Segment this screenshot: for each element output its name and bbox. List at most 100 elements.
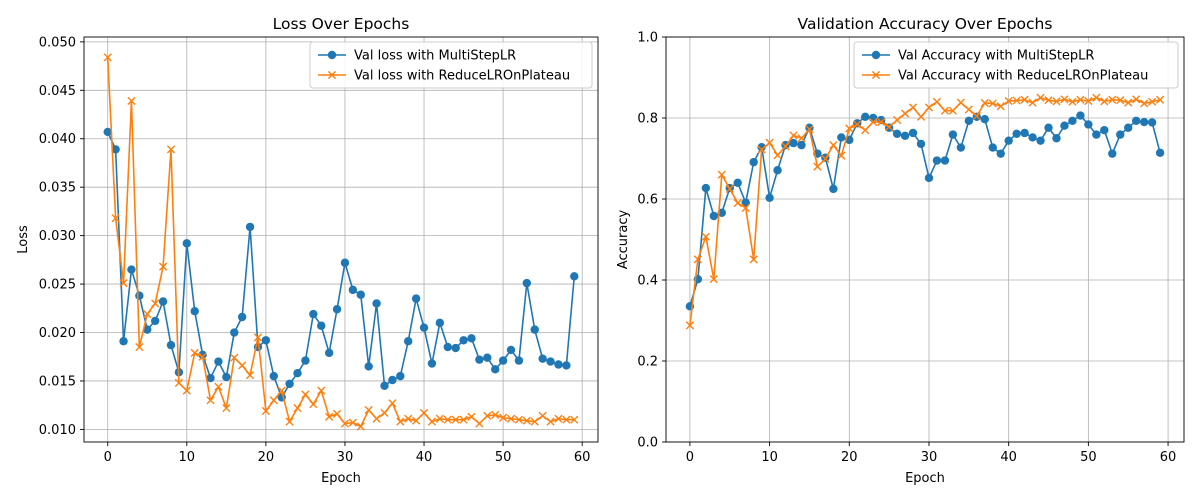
loss-data-point — [317, 386, 326, 395]
accuracy-data-point — [908, 103, 918, 112]
accuracy-data-point — [996, 102, 1005, 111]
loss-data-point — [443, 415, 452, 424]
accuracy-data-point — [964, 105, 973, 114]
accuracy-data-point — [725, 184, 734, 193]
accuracy-data-point — [964, 116, 974, 126]
loss-data-point — [546, 357, 555, 366]
accuracy-data-point — [765, 193, 774, 202]
loss-data-point — [491, 365, 500, 374]
accuracy-data-point — [837, 133, 846, 142]
accuracy-data-point — [1020, 128, 1029, 138]
accuracy-data-point — [1028, 98, 1037, 107]
loss-data-point — [562, 415, 571, 424]
accuracy-data-point — [765, 138, 774, 147]
loss-data-point — [364, 405, 373, 415]
loss-data-point — [332, 409, 342, 418]
loss-data-point — [411, 294, 421, 303]
loss-data-point — [388, 399, 397, 408]
accuracy-data-point — [701, 232, 710, 241]
loss-data-point — [222, 403, 231, 413]
loss-y-tick-label: 0.025 — [39, 278, 76, 293]
loss-y-tick-label: 0.010 — [39, 423, 76, 438]
loss-data-point — [309, 309, 318, 319]
accuracy-data-point — [845, 124, 854, 133]
loss-data-point — [285, 379, 294, 389]
loss-data-point — [475, 355, 484, 364]
loss-chart: 0 10 20 30 40 50 60 0.010 0.015 0.020 0.025 0.030 0.… — [16, 15, 599, 486]
accuracy-data-point — [893, 115, 902, 125]
loss-data-point — [269, 371, 278, 381]
loss-data-point — [340, 258, 350, 267]
loss-data-point — [166, 340, 176, 350]
loss-data-point — [143, 325, 152, 334]
loss-data-point — [166, 145, 176, 154]
loss-grid — [84, 37, 598, 442]
loss-data-point — [451, 343, 460, 353]
loss-data-point — [372, 299, 381, 308]
loss-data-point — [483, 353, 492, 362]
loss-data-point — [293, 369, 302, 378]
accuracy-data-point — [1004, 96, 1013, 106]
loss-data-point — [562, 361, 571, 370]
loss-x-tick-label: 0 — [104, 450, 112, 465]
loss-data-point — [483, 411, 492, 420]
loss-data-point — [404, 337, 413, 346]
loss-data-point — [467, 412, 476, 421]
accuracy-data-point — [701, 183, 711, 193]
accuracy-data-point — [1044, 96, 1053, 105]
loss-data-point — [301, 356, 310, 365]
accuracy-data-point — [805, 125, 814, 134]
loss-y-tick-label: 0.020 — [39, 326, 76, 341]
loss-data-point — [309, 400, 318, 409]
loss-data-point — [127, 265, 136, 274]
accuracy-data-point — [948, 130, 958, 139]
loss-y-tick-label: 0.040 — [39, 132, 76, 147]
accuracy-data-point — [781, 142, 790, 151]
accuracy-data-point — [717, 170, 726, 179]
loss-data-point — [230, 353, 239, 362]
accuracy-data-point — [1012, 96, 1021, 105]
accuracy-y-tick-label: 1.0 — [637, 31, 658, 46]
accuracy-data-point — [980, 98, 989, 108]
loss-data-point — [214, 382, 223, 391]
accuracy-data-point — [1116, 130, 1125, 139]
loss-data-point — [443, 342, 452, 352]
loss-data-point — [404, 414, 413, 423]
loss-data-point — [522, 416, 531, 425]
accuracy-data-point — [932, 97, 942, 106]
accuracy-y-tick-label: 0.0 — [637, 436, 658, 451]
accuracy-data-point — [821, 154, 830, 163]
accuracy-data-point — [1155, 95, 1165, 104]
accuracy-series-line — [689, 96, 1161, 326]
loss-data-point — [182, 386, 191, 395]
accuracy-data-point — [869, 113, 878, 123]
accuracy-data-point — [948, 106, 957, 115]
loss-data-point — [245, 222, 255, 232]
accuracy-legend-entry: Val Accuracy with ReduceLROnPlateau — [862, 69, 1148, 84]
loss-data-point — [103, 127, 112, 137]
accuracy-data-point — [1084, 96, 1093, 106]
loss-data-point — [206, 396, 215, 405]
loss-data-point — [245, 371, 255, 380]
loss-data-point — [530, 325, 539, 334]
accuracy-data-point — [1147, 118, 1157, 127]
loss-legend-box — [309, 41, 593, 89]
accuracy-data-point — [1012, 129, 1021, 138]
accuracy-x-tick-label: 10 — [761, 450, 778, 465]
accuracy-data-point — [1124, 98, 1133, 107]
loss-data-point — [198, 352, 207, 361]
accuracy-data-point — [972, 111, 981, 121]
accuracy-data-point — [1052, 134, 1061, 143]
loss-data-point — [174, 378, 183, 387]
loss-data-point — [514, 356, 524, 365]
loss-data-point — [285, 417, 294, 426]
accuracy-data-point — [885, 122, 894, 132]
accuracy-data-point — [749, 255, 758, 264]
accuracy-data-point — [1100, 97, 1109, 106]
accuracy-data-point — [1139, 117, 1149, 127]
accuracy-data-point — [749, 157, 758, 167]
accuracy-data-point — [1131, 116, 1141, 126]
loss-data-point — [364, 362, 373, 371]
loss-data-point — [467, 334, 476, 343]
loss-data-point — [459, 336, 468, 345]
